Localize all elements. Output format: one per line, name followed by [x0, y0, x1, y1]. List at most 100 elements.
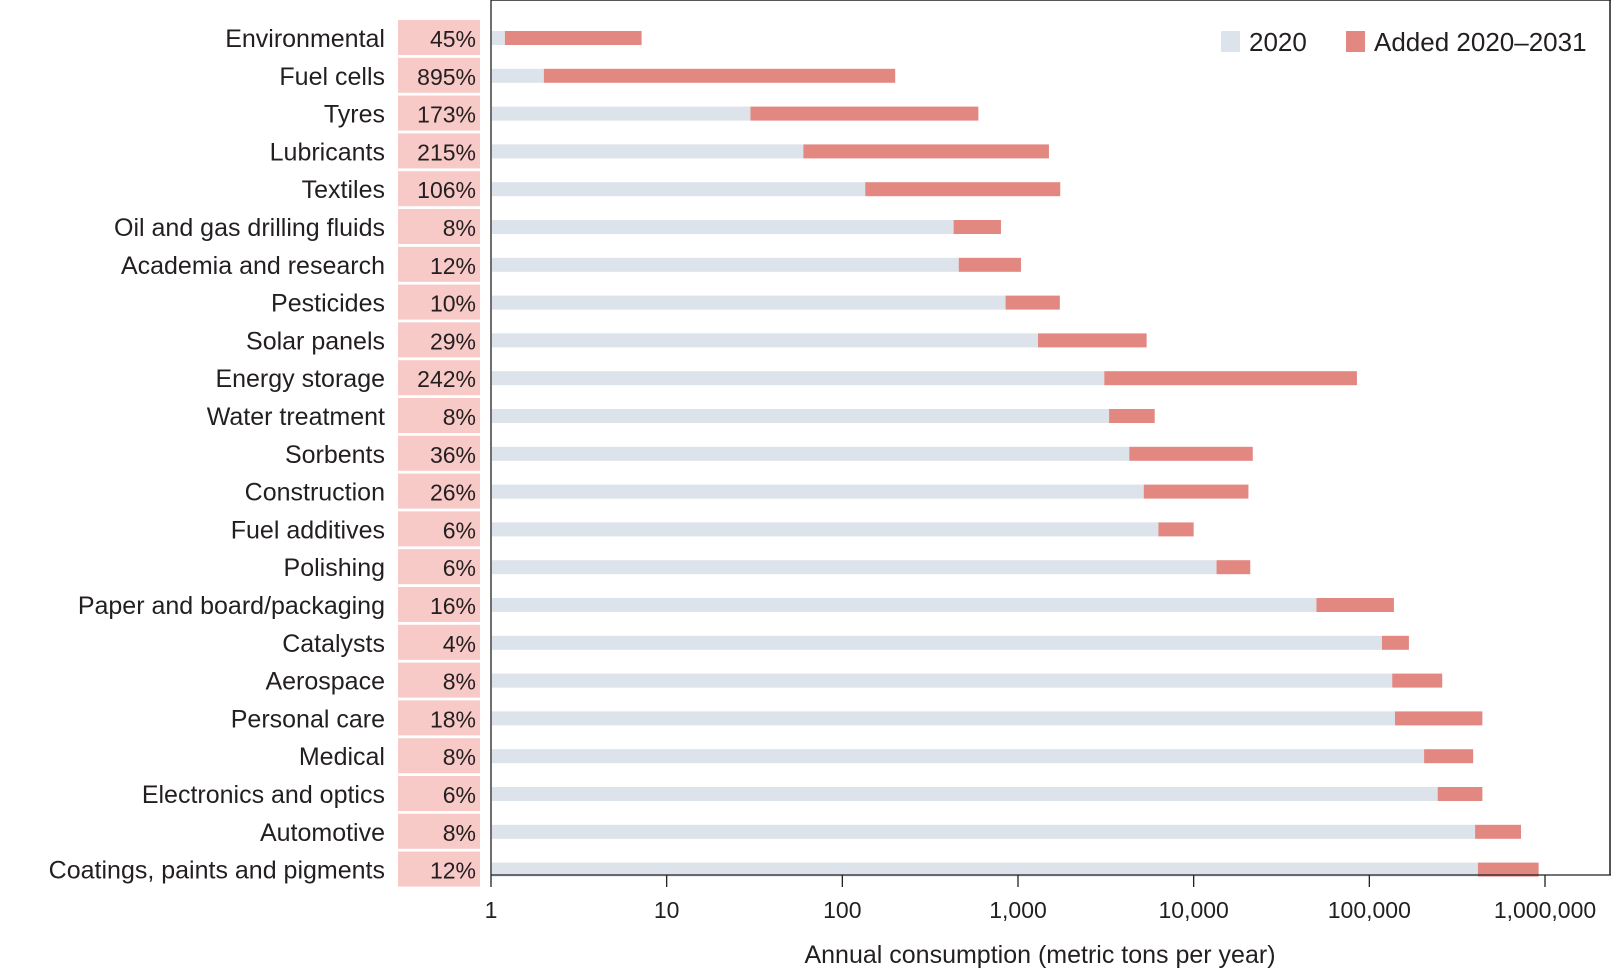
bar-2020	[492, 333, 1039, 348]
bar-2020	[492, 31, 505, 45]
bar-2020	[492, 144, 804, 159]
category-label: Tyres	[324, 101, 385, 129]
growth-label: 215%	[417, 139, 476, 165]
bar-added	[1477, 862, 1539, 877]
bar-2020	[492, 220, 954, 234]
bar-2020	[492, 522, 1159, 537]
bar-2020	[492, 106, 751, 121]
bar-2020	[492, 409, 1110, 423]
bar-added	[1395, 711, 1483, 726]
bar-added	[958, 257, 1021, 272]
bar-added	[1038, 333, 1147, 348]
growth-box	[398, 587, 480, 622]
bar-2020	[492, 635, 1382, 650]
bar-2020	[492, 560, 1217, 575]
x-ticks-layer: 1 10 100 1,000 10,000 100,000 1,000,000	[485, 875, 1596, 923]
bars-layer	[492, 31, 1539, 877]
growth-label: 8%	[443, 404, 476, 430]
category-label: Oil and gas drilling fluids	[114, 214, 385, 242]
category-label: Pesticides	[271, 290, 385, 318]
bar-2020	[492, 787, 1438, 801]
x-tick-label: 10,000	[1158, 897, 1228, 923]
growth-label: 895%	[417, 64, 476, 90]
category-labels-layer: Environmental 45% Fuel cells 895% Tyres 173% L…	[49, 20, 480, 887]
growth-box	[398, 322, 480, 358]
legend-swatch	[1221, 31, 1240, 52]
category-label: Construction	[245, 479, 385, 507]
x-tick-label: 1,000	[989, 897, 1047, 923]
category-label: Textiles	[302, 176, 385, 204]
bar-2020	[492, 749, 1425, 764]
growth-box	[398, 435, 480, 471]
bar-2020	[492, 446, 1130, 461]
growth-box	[398, 851, 480, 887]
bar-added	[1424, 749, 1474, 764]
category-label: Environmental	[225, 25, 385, 53]
growth-box	[398, 284, 480, 320]
category-label: Paper and board/packaging	[78, 592, 385, 620]
growth-label: 6%	[443, 782, 476, 808]
growth-label: 36%	[430, 442, 476, 468]
x-tick-label: 100	[823, 897, 861, 923]
bar-2020	[492, 295, 1006, 310]
category-label: Polishing	[284, 554, 385, 582]
growth-box	[398, 473, 480, 509]
growth-box	[398, 360, 480, 396]
category-label: Automotive	[260, 819, 385, 847]
growth-box	[398, 171, 480, 207]
growth-label: 26%	[430, 480, 476, 506]
growth-label: 16%	[430, 593, 476, 619]
bar-2020	[492, 824, 1476, 839]
bar-added	[1158, 522, 1194, 537]
growth-label: 6%	[443, 555, 476, 581]
growth-box	[398, 57, 480, 93]
bar-added	[1109, 409, 1155, 423]
bar-added	[1216, 560, 1251, 575]
x-tick-label: 100,000	[1328, 897, 1411, 923]
growth-label: 18%	[430, 706, 476, 732]
growth-label: 8%	[443, 215, 476, 241]
growth-label: 4%	[443, 631, 476, 657]
growth-box	[398, 813, 480, 849]
category-label: Lubricants	[270, 138, 385, 166]
bar-added	[543, 68, 896, 83]
category-label: Energy storage	[215, 365, 385, 393]
growth-box	[398, 246, 480, 282]
growth-box	[398, 398, 480, 433]
category-label: Water treatment	[207, 403, 385, 431]
bar-added	[1475, 824, 1521, 839]
growth-box	[398, 738, 480, 774]
bar-2020	[492, 711, 1396, 726]
bar-added	[750, 106, 979, 121]
bar-added	[1316, 598, 1394, 612]
growth-box	[398, 700, 480, 736]
growth-label: 29%	[430, 328, 476, 354]
x-tick-label: 1	[485, 897, 498, 923]
growth-box	[398, 133, 480, 169]
growth-box	[398, 20, 480, 55]
legend-label: Added 2020–2031	[1374, 27, 1587, 57]
bar-2020	[492, 371, 1105, 386]
bar-2020	[492, 182, 866, 197]
growth-box	[398, 511, 480, 547]
category-label: Aerospace	[265, 668, 385, 696]
category-label: Electronics and optics	[142, 781, 385, 809]
growth-box	[398, 549, 480, 585]
x-tick-label: 10	[654, 897, 680, 923]
bar-2020	[492, 68, 544, 83]
bar-2020	[492, 257, 959, 272]
growth-label: 6%	[443, 517, 476, 543]
category-label: Sorbents	[285, 441, 385, 469]
bar-2020	[492, 598, 1317, 612]
growth-label: 45%	[430, 26, 476, 52]
bar-2020	[492, 673, 1393, 688]
growth-box	[398, 662, 480, 698]
category-label: Catalysts	[282, 630, 385, 658]
category-label: Fuel additives	[231, 516, 385, 544]
growth-label: 12%	[430, 253, 476, 279]
growth-label: 242%	[417, 366, 476, 392]
growth-label: 8%	[443, 820, 476, 846]
growth-box	[398, 624, 480, 660]
category-label: Solar panels	[246, 327, 385, 355]
